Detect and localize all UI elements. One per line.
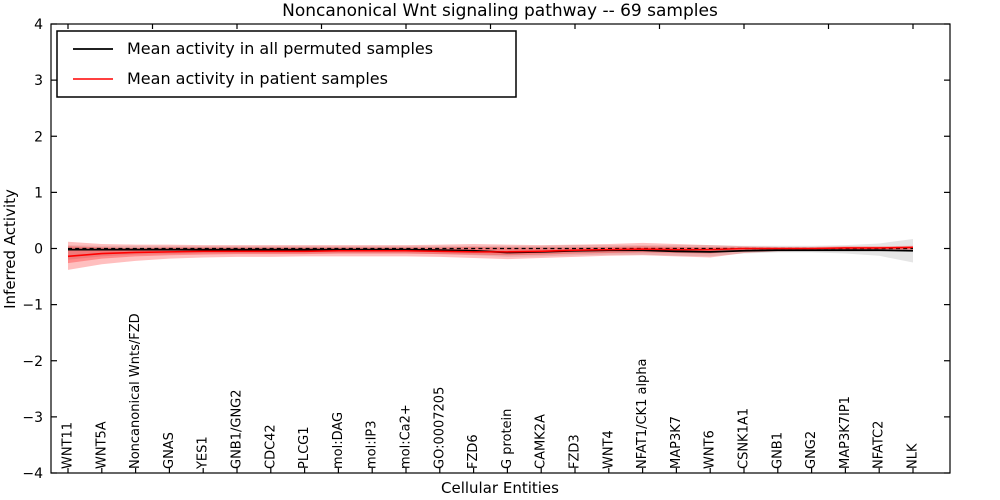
x-tick-label: CDC42 — [263, 424, 278, 469]
axis-ticks — [51, 23, 950, 474]
x-tick-label: MAP3K7IP1 — [838, 396, 853, 469]
x-tick-labels: WNT11 WNT5A Noncanonical Wnts/FZD GNAS YES1 G… — [61, 313, 921, 470]
x-tick-label: G protein — [500, 409, 515, 469]
x-tick-label: GNB1/GNG2 — [230, 389, 245, 469]
legend-box — [56, 30, 517, 98]
x-tick-label: NFATC2 — [872, 421, 887, 469]
y-tick-label: 1 — [34, 185, 43, 201]
x-tick-label: WNT11 — [61, 422, 76, 469]
series-line-1 — [67, 246, 914, 258]
x-tick-label: FZD6 — [466, 434, 481, 469]
y-tick-label: 0 — [34, 242, 43, 258]
x-tick-label: YES1 — [196, 436, 211, 470]
x-tick-label: GNB1 — [770, 432, 785, 469]
y-tick-label: −3 — [22, 410, 43, 426]
x-tick-label: WNT5A — [94, 421, 109, 469]
x-tick-label: PLCG1 — [297, 426, 312, 469]
y-tick-label: −4 — [22, 466, 43, 482]
x-tick-label: NLK — [906, 443, 921, 469]
x-tick-label: MAP3K7 — [669, 416, 684, 469]
x-tick-label: NFAT1/CK1 alpha — [635, 358, 650, 469]
y-tick-labels: 4 3 2 1 0 −1 −2 −3 −4 — [22, 17, 43, 482]
x-tick-label: mol:DAG — [331, 412, 346, 469]
y-tick-label: 4 — [34, 17, 43, 33]
x-tick-label: mol:Ca2+ — [399, 404, 414, 469]
y-tick-label: 3 — [34, 73, 43, 89]
x-tick-label: FZD3 — [568, 434, 583, 469]
y-tick-label: −1 — [22, 298, 43, 314]
x-tick-label: GO:0007205 — [432, 387, 447, 469]
legend-label-permuted: Mean activity in all permuted samples — [127, 39, 433, 58]
x-tick-label: CSNK1A1 — [737, 408, 752, 469]
x-tick-label: WNT6 — [703, 430, 718, 469]
legend-label-patient: Mean activity in patient samples — [127, 69, 388, 88]
x-tick-label: GNG2 — [804, 431, 819, 469]
y-tick-label: 2 — [34, 129, 43, 145]
chart-title: Noncanonical Wnt signaling pathway -- 69… — [282, 1, 718, 21]
x-tick-label: mol:IP3 — [365, 420, 380, 469]
x-tick-label: CAMK2A — [534, 414, 549, 469]
x-tick-label: WNT4 — [601, 430, 616, 469]
x-tick-label: Noncanonical Wnts/FZD — [128, 313, 143, 469]
series-lines — [67, 246, 914, 258]
x-axis-label: Cellular Entities — [441, 479, 559, 497]
legend: Mean activity in all permuted samples Me… — [56, 30, 517, 98]
x-tick-label: GNAS — [162, 432, 177, 469]
y-axis-label: Inferred Activity — [1, 189, 19, 309]
y-tick-label: −2 — [22, 354, 43, 370]
